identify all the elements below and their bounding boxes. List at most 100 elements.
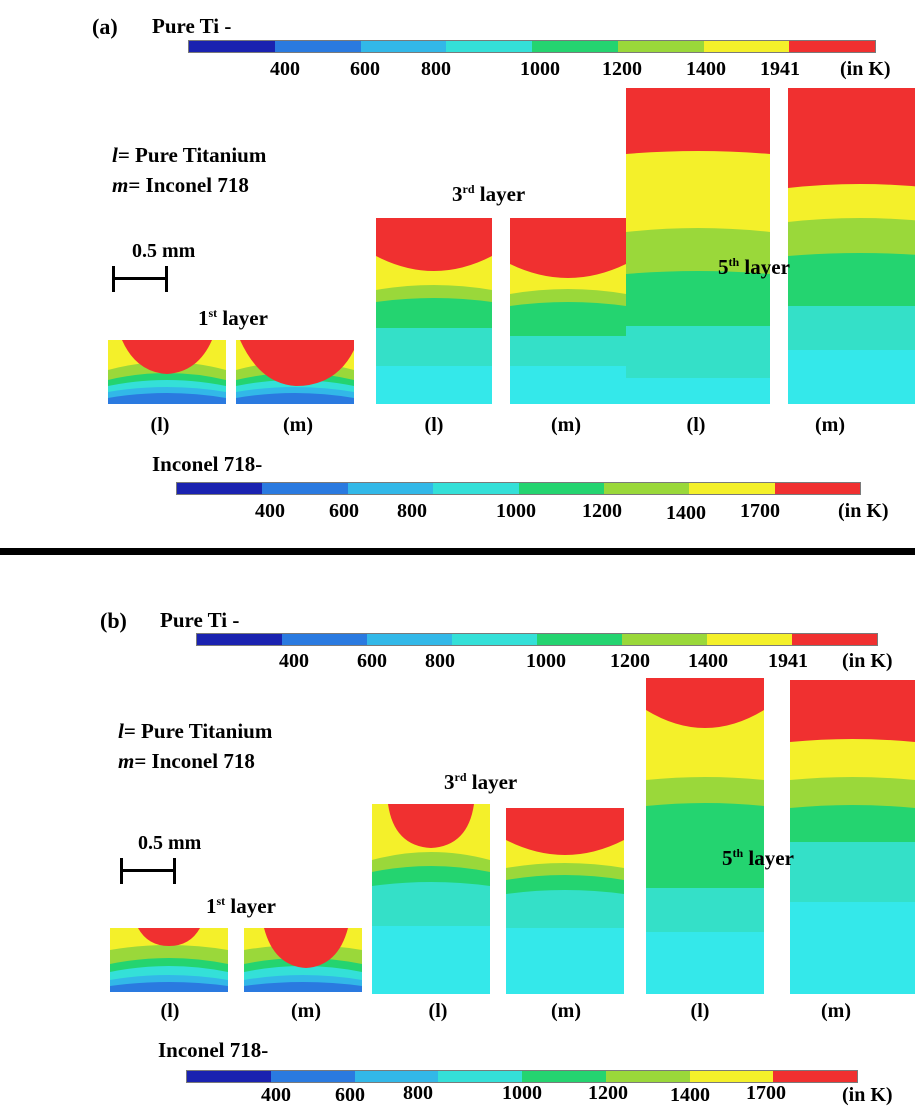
layer-ordinal: st bbox=[208, 306, 218, 320]
legend-text: = Pure Titanium bbox=[123, 719, 273, 743]
inconel-colorbar bbox=[186, 1070, 858, 1083]
colorbar-segment bbox=[537, 634, 622, 645]
layer-word: layer bbox=[225, 894, 276, 918]
sample-label-m: (m) bbox=[291, 1000, 321, 1022]
inconel-tick: 1400 bbox=[666, 502, 706, 524]
colorbar-segment bbox=[518, 483, 604, 494]
legend-text: = Inconel 718 bbox=[128, 173, 249, 197]
sample-label-l: (l) bbox=[686, 414, 706, 436]
inconel-tick: 800 bbox=[397, 500, 427, 522]
pure-ti-tick: 800 bbox=[425, 650, 455, 672]
temperature-contour-5th-layer-l bbox=[626, 88, 770, 404]
inconel-tick: 400 bbox=[255, 500, 285, 522]
pure-ti-colorbar-title: Pure Ti - bbox=[160, 608, 240, 632]
colorbar-segment bbox=[774, 483, 860, 494]
colorbar-segment bbox=[789, 41, 875, 52]
layer-word: layer bbox=[217, 306, 268, 330]
colorbar-segment bbox=[446, 41, 532, 52]
layer-number: 3 bbox=[452, 182, 463, 206]
pure-ti-tick: 1000 bbox=[526, 650, 566, 672]
layer-word: layer bbox=[466, 770, 518, 794]
pure-ti-tick: 1000 bbox=[520, 58, 560, 80]
colorbar-segment bbox=[532, 41, 618, 52]
colorbar-segment bbox=[270, 1071, 355, 1082]
legend-key: l bbox=[112, 143, 118, 167]
colorbar-segment bbox=[703, 41, 790, 52]
colorbar-segment bbox=[360, 41, 447, 52]
inconel-tick: 1400 bbox=[670, 1084, 710, 1106]
inconel-tick: 1700 bbox=[746, 1082, 786, 1104]
pure-ti-tick: 800 bbox=[421, 58, 451, 80]
inconel-tick: 1000 bbox=[496, 500, 536, 522]
colorbar-segment bbox=[622, 634, 707, 645]
temperature-contour-3rd-layer-m bbox=[506, 808, 624, 994]
sample-label-m: (m) bbox=[551, 1000, 581, 1022]
colorbar-segment bbox=[707, 634, 792, 645]
inconel-colorbar-title: Inconel 718- bbox=[158, 1038, 269, 1062]
inconel-tick: 600 bbox=[335, 1084, 365, 1106]
layer-word: layer bbox=[743, 846, 794, 870]
layer-word: layer bbox=[474, 182, 526, 206]
sample-label-m: (m) bbox=[551, 414, 581, 436]
material-legend: l= Pure Titanium m= Inconel 718 bbox=[112, 140, 266, 200]
colorbar-segment bbox=[522, 1071, 606, 1082]
inconel-tick: 400 bbox=[261, 1084, 291, 1106]
colorbar-segment bbox=[262, 483, 348, 494]
temperature-contour-5th-layer-m bbox=[790, 680, 915, 994]
sample-label-l: (l) bbox=[690, 1000, 710, 1022]
sample-label-m: (m) bbox=[815, 414, 845, 436]
colorbar-segment bbox=[354, 1071, 439, 1082]
sample-label-l: (l) bbox=[160, 1000, 180, 1022]
sample-label-m: (m) bbox=[283, 414, 313, 436]
temperature-contour-1st-layer-l bbox=[110, 928, 228, 992]
sample-label-l: (l) bbox=[150, 414, 170, 436]
pure-ti-unit: (in K) bbox=[842, 650, 893, 672]
inconel-tick: 1200 bbox=[582, 500, 622, 522]
inconel-tick: 600 bbox=[329, 500, 359, 522]
scale-bar-label: 0.5 mm bbox=[138, 832, 202, 854]
layer-ordinal: st bbox=[216, 894, 226, 908]
pure-ti-tick: 1200 bbox=[602, 58, 642, 80]
pure-ti-tick: 400 bbox=[279, 650, 309, 672]
layer-number: 1 bbox=[206, 894, 217, 918]
pure-ti-tick: 400 bbox=[270, 58, 300, 80]
layer-ordinal: rd bbox=[462, 182, 475, 196]
temperature-contour-1st-layer-l bbox=[108, 340, 226, 404]
colorbar-segment bbox=[773, 1071, 857, 1082]
layer-label-5th: 5th layer bbox=[718, 255, 790, 280]
layer-number: 1 bbox=[198, 306, 209, 330]
colorbar-segment bbox=[452, 634, 537, 645]
legend-key: m bbox=[112, 173, 129, 197]
temperature-contour-1st-layer-m bbox=[244, 928, 362, 992]
colorbar-segment bbox=[605, 1071, 690, 1082]
pure-ti-tick: 1200 bbox=[610, 650, 650, 672]
layer-ordinal: rd bbox=[454, 770, 467, 784]
pure-ti-tick: 1400 bbox=[686, 58, 726, 80]
layer-number: 5 bbox=[722, 846, 733, 870]
inconel-unit: (in K) bbox=[838, 500, 889, 522]
scale-bar bbox=[112, 266, 168, 292]
temperature-contour-5th-layer-l bbox=[646, 678, 764, 994]
colorbar-segment bbox=[689, 483, 775, 494]
legend-key: l bbox=[118, 719, 124, 743]
colorbar-segment bbox=[282, 634, 367, 645]
sample-label-m: (m) bbox=[821, 1000, 851, 1022]
layer-number: 3 bbox=[444, 770, 455, 794]
layer-label-1st: 1st layer bbox=[206, 894, 276, 919]
colorbar-segment bbox=[177, 483, 263, 494]
pure-ti-tick: 600 bbox=[350, 58, 380, 80]
temperature-contour-3rd-layer-m bbox=[510, 218, 626, 404]
layer-word: layer bbox=[739, 255, 790, 279]
pure-ti-unit: (in K) bbox=[840, 58, 891, 80]
colorbar-segment bbox=[367, 634, 452, 645]
layer-label-3rd: 3rd layer bbox=[444, 770, 517, 795]
inconel-tick: 800 bbox=[403, 1082, 433, 1104]
temperature-contour-3rd-layer-l bbox=[372, 804, 490, 994]
colorbar-segment bbox=[617, 41, 704, 52]
colorbar-segment bbox=[792, 634, 877, 645]
panel-divider bbox=[0, 548, 915, 555]
layer-ordinal: th bbox=[728, 255, 740, 269]
panel-a: (a) Pure Ti - 400 600 800 1000 1200 1400… bbox=[0, 0, 915, 540]
layer-label-3rd: 3rd layer bbox=[452, 182, 525, 207]
inconel-tick: 1000 bbox=[502, 1082, 542, 1104]
